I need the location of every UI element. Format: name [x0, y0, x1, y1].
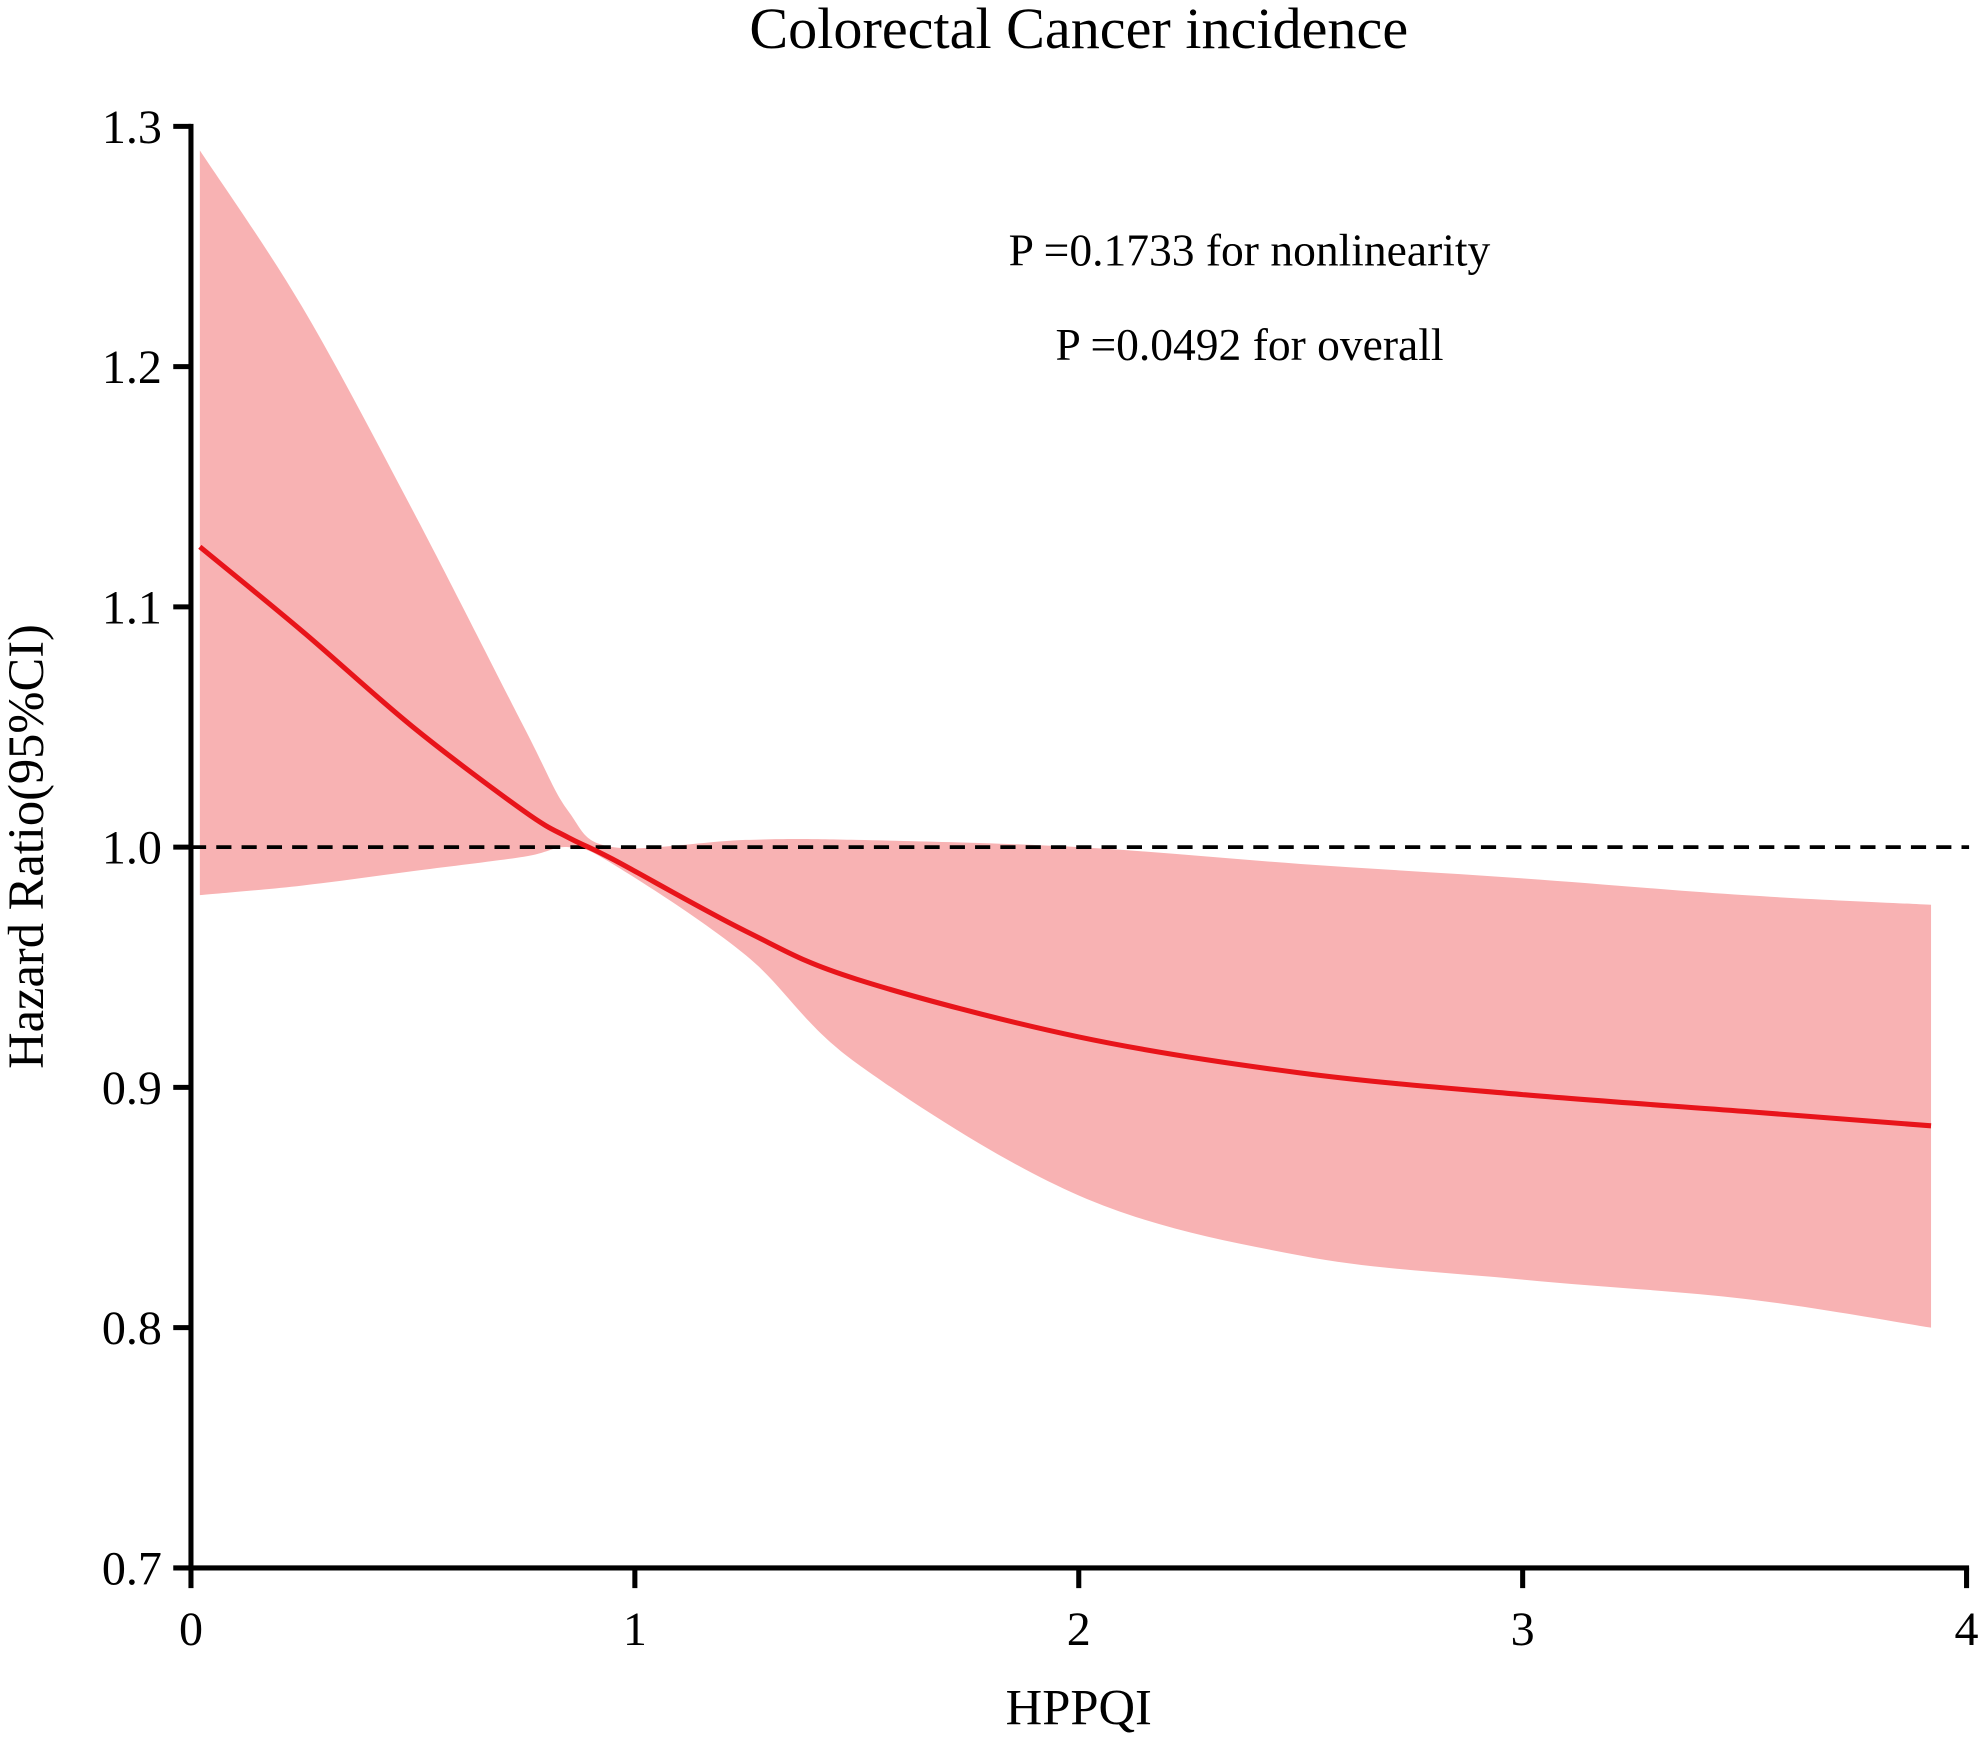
- y-tick-label: 1.2: [102, 341, 162, 394]
- y-tick-label: 1.1: [102, 581, 162, 634]
- y-tick-label: 0.7: [102, 1542, 162, 1595]
- y-tick-label: 0.9: [102, 1062, 162, 1115]
- annotation-overall: P =0.0492 for overall: [1055, 319, 1443, 370]
- x-axis-label: HPPQI: [1006, 1680, 1152, 1736]
- x-tick-label: 4: [1955, 1603, 1979, 1656]
- x-tick-label: 1: [623, 1603, 647, 1656]
- y-tick-label: 1.3: [102, 101, 162, 154]
- annotation-nonlinearity: P =0.1733 for nonlinearity: [1009, 224, 1491, 275]
- y-axis-label: Hazard Ratio(95%CI): [0, 624, 54, 1069]
- x-tick-label: 0: [179, 1603, 203, 1656]
- y-tick-label: 1.0: [102, 822, 162, 875]
- x-tick-label: 3: [1511, 1603, 1535, 1656]
- y-tick-label: 0.8: [102, 1302, 162, 1355]
- hazard-ratio-line: [198, 544, 1932, 1129]
- chart-title: Colorectal Cancer incidence: [749, 0, 1408, 61]
- x-tick-label: 2: [1067, 1603, 1091, 1656]
- confidence-band: [199, 150, 1932, 1328]
